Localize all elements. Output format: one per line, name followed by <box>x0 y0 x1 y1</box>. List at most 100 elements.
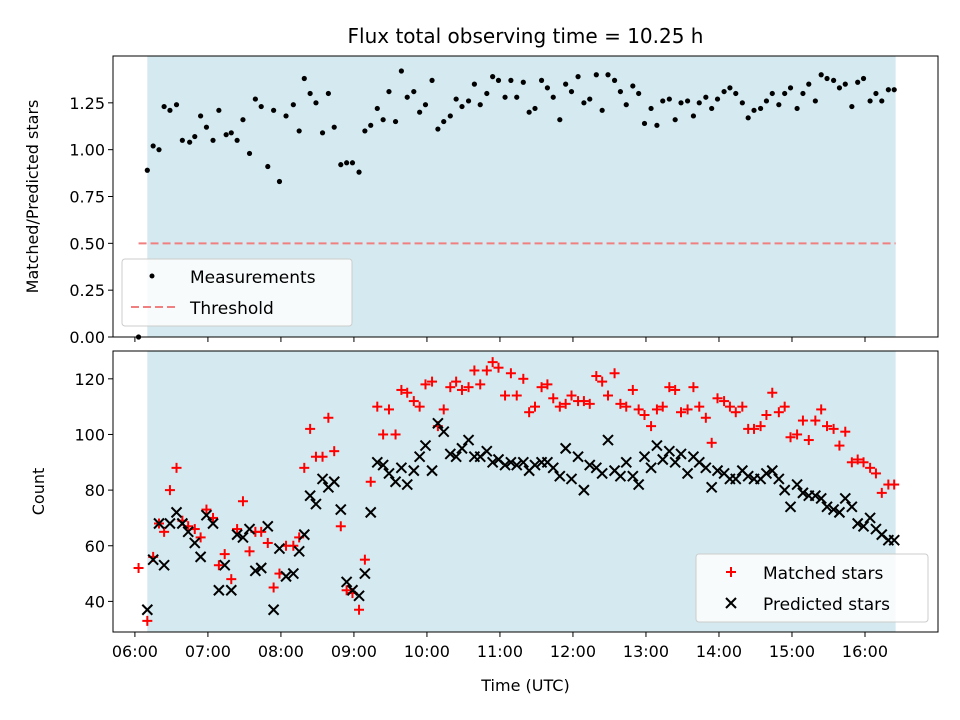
measurement-point <box>709 105 715 112</box>
matched-star-point <box>621 401 632 412</box>
chart-title: Flux total observing time = 10.25 h <box>348 24 704 48</box>
measurement-point <box>842 81 848 87</box>
measurement-point <box>216 107 222 113</box>
measurement-point <box>830 77 837 83</box>
predicted-star-point <box>614 470 627 482</box>
matched-star-point <box>372 401 383 412</box>
predicted-star-point <box>778 484 791 496</box>
predicted-star-point <box>547 462 559 474</box>
predicted-star-point <box>833 506 846 519</box>
predicted-star-point <box>328 476 340 488</box>
matched-star-point <box>724 401 735 412</box>
measurement-point <box>575 74 581 80</box>
x-tick-label: 11:00 <box>477 642 523 661</box>
bottom-y-tick-label: 80 <box>85 481 105 500</box>
measurement-point <box>477 102 483 108</box>
matched-star-point <box>445 382 456 393</box>
matched-star-point <box>682 404 693 415</box>
measurement-point <box>593 72 599 78</box>
matched-star-point <box>420 379 431 390</box>
matched-star-point <box>646 421 657 432</box>
matched-star-point <box>354 604 365 615</box>
matched-star-point <box>548 393 559 404</box>
matched-star-point <box>767 387 778 398</box>
predicted-star-point <box>669 456 681 468</box>
predicted-star-point <box>371 456 383 468</box>
measurement-point <box>495 77 502 83</box>
measurement-point <box>727 85 733 91</box>
matched-star-point <box>142 615 153 626</box>
predicted-star-point <box>681 467 694 480</box>
matched-star-point <box>518 373 529 384</box>
predicted-star-point <box>888 534 900 546</box>
predicted-star-point <box>353 590 365 602</box>
bottom-legend-box <box>695 553 929 623</box>
measurement-point <box>672 117 678 123</box>
predicted-star-point <box>262 520 274 532</box>
x-axis-label: Time (UTC) <box>480 676 569 695</box>
matched-star-point <box>870 468 881 479</box>
matched-star-point <box>390 429 401 440</box>
x-tick-label: 16:00 <box>842 642 888 661</box>
measurement-point <box>623 102 629 108</box>
predicted-star-point <box>287 567 300 580</box>
bottom-axes-frame <box>112 350 939 633</box>
predicted-star-point <box>578 484 590 496</box>
matched-star-point <box>438 404 449 415</box>
matched-star-point <box>505 368 516 379</box>
measurement-point <box>192 133 198 140</box>
measurement-point <box>338 162 344 168</box>
top-marks <box>135 68 897 340</box>
matched-star-point <box>876 487 887 498</box>
measurement-point <box>283 113 289 119</box>
matched-star-point <box>164 485 175 496</box>
measurement-point <box>167 107 173 113</box>
matched-star-point <box>335 521 346 532</box>
top-y-tick-label: 0.25 <box>69 281 105 300</box>
measurement-point <box>161 103 167 110</box>
x-tick-label: 09:00 <box>331 642 377 661</box>
predicted-star-point <box>827 503 840 516</box>
matched-star-point <box>676 407 687 418</box>
legend-measurements-label: Measurements <box>190 268 316 288</box>
matched-star-point <box>219 549 230 560</box>
predicted-star-point <box>141 604 154 616</box>
measurement-point <box>471 81 477 87</box>
predicted-star-point <box>450 451 462 463</box>
predicted-star-point <box>565 473 578 485</box>
x-tick-label: 07:00 <box>185 642 231 661</box>
measurement-point <box>648 105 654 112</box>
matched-star-point <box>578 396 589 407</box>
matched-star-point <box>305 423 316 434</box>
matched-star-point <box>451 376 462 387</box>
matched-star-point <box>840 426 851 437</box>
matched-star-point <box>529 401 540 412</box>
matched-star-point <box>688 382 699 393</box>
matched-star-point <box>846 457 857 468</box>
matched-star-point <box>792 429 803 440</box>
predicted-star-point <box>432 417 444 430</box>
measurement-point <box>641 120 648 127</box>
matched-star-point <box>288 540 299 551</box>
matched-star-point <box>256 526 267 537</box>
legend-predicted-label: Predicted stars <box>763 595 890 615</box>
matched-star-point <box>657 401 668 412</box>
measurement-point <box>453 96 459 102</box>
top-y-tick-label: 0.50 <box>69 234 105 253</box>
x-tick-label: 08:00 <box>258 642 304 661</box>
measurement-point <box>234 137 240 143</box>
matched-star-point <box>627 384 638 395</box>
bottom-y-tick-label: 60 <box>85 537 105 556</box>
measurement-point <box>550 94 556 100</box>
measurement-point <box>605 72 611 78</box>
predicted-star-point <box>304 489 316 502</box>
measurement-point <box>739 100 745 106</box>
predicted-star-point <box>705 481 718 494</box>
bottom-y-ticks: 40 60 80 100 120 <box>74 370 113 611</box>
predicted-star-point <box>147 553 159 566</box>
measurement-point <box>757 105 764 112</box>
predicted-star-point <box>273 542 286 555</box>
x-tick-label: 13:00 <box>623 642 669 661</box>
top-y-ticks: 0.00 0.25 0.50 0.75 1.00 1.25 <box>69 94 113 347</box>
matched-star-point <box>341 585 352 596</box>
